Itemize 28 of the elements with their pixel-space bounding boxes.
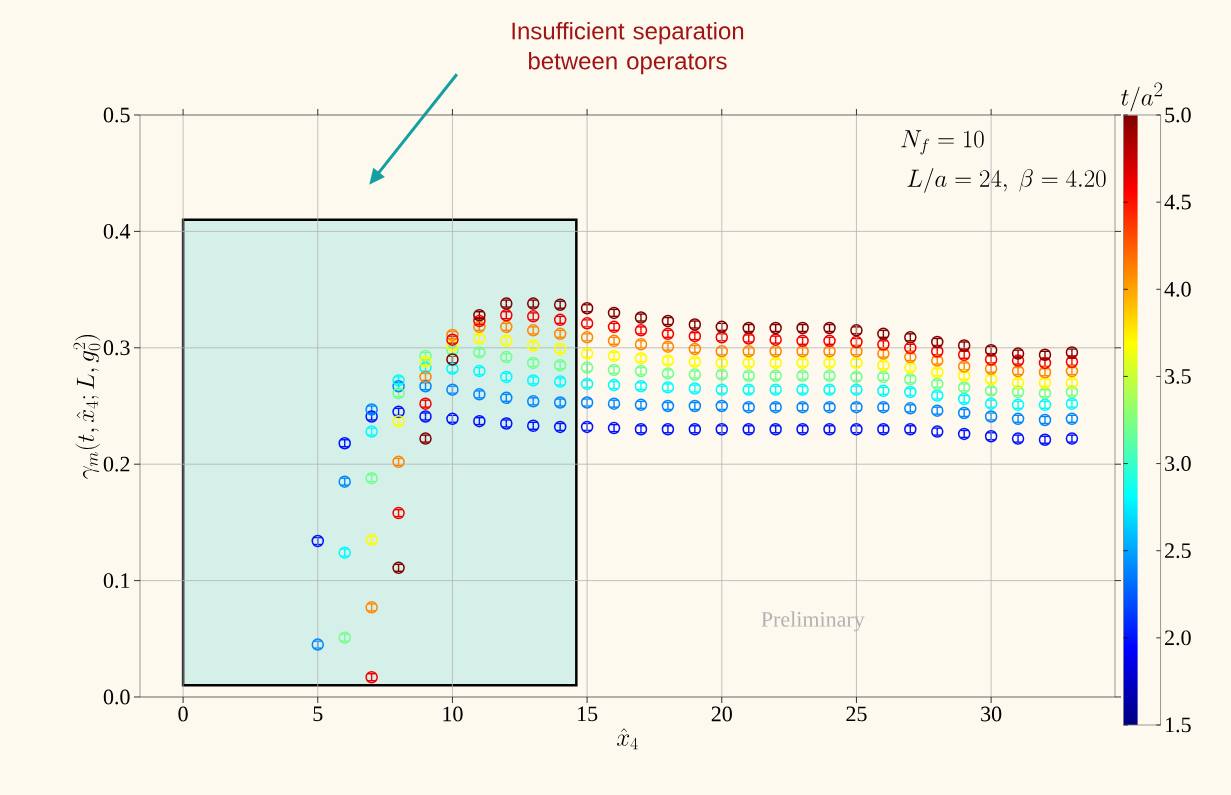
y-axis-title: $\gamma_m\bigl(t, \hat{x}_4; L, g_0^2\bigr)$ xyxy=(73,335,101,479)
color-bar-label: 3.5 xyxy=(1165,368,1191,384)
color-bar-label: 5.0 xyxy=(1165,107,1191,123)
x-axis-title: $\hat{x}_4$ xyxy=(617,728,638,750)
y-tick-label: 0.3 xyxy=(103,340,130,356)
color-bar-label: 2.0 xyxy=(1165,630,1191,646)
y-tick-label: 0.5 xyxy=(103,107,130,123)
y-tick-label: 0.4 xyxy=(103,223,131,239)
x-tick-label: 20 xyxy=(711,706,732,722)
color-bar-title: $t/a^2$ xyxy=(1121,82,1163,112)
annotation: Preliminary xyxy=(761,611,865,632)
x-tick-label: 0 xyxy=(178,706,188,722)
annotation: $N_f = 10$ xyxy=(901,130,984,155)
x-tick-label: 10 xyxy=(443,706,463,722)
y-tick-label: 0.2 xyxy=(103,456,130,472)
x-tick-label: 5 xyxy=(313,706,323,722)
text: Insufficient separation between operators xyxy=(512,21,744,75)
color-bar-label: 3.0 xyxy=(1165,456,1191,472)
color-bar-label: 2.5 xyxy=(1165,543,1191,559)
color-bar-label: 4.5 xyxy=(1164,194,1191,210)
color-bar-label: 1.5 xyxy=(1166,717,1191,733)
y-tick-label: 0.1 xyxy=(103,573,130,589)
annotation: $L/a = 24,\ \beta = 4.20$ xyxy=(907,168,1106,193)
y-tick-label: 0.0 xyxy=(103,689,130,705)
x-tick-label: 15 xyxy=(578,706,598,722)
x-tick-label: 25 xyxy=(846,706,867,722)
color-bar-label: 4.0 xyxy=(1164,281,1191,297)
x-tick-label: 30 xyxy=(981,706,1002,722)
